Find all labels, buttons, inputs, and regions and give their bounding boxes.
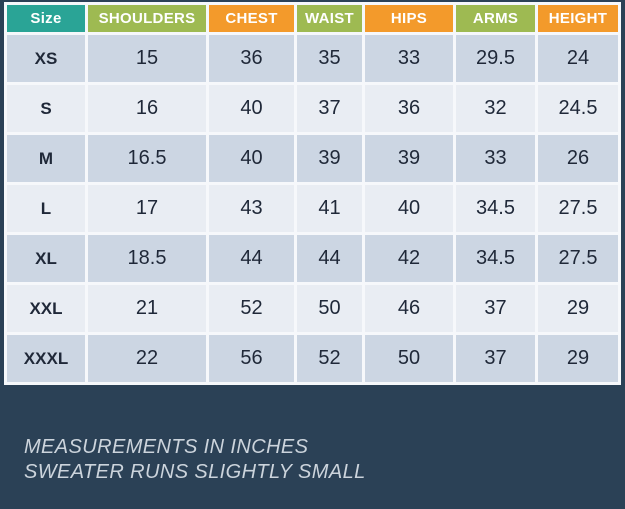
table-row-xs: XS 15 36 35 33 29.5 24 (7, 35, 618, 82)
table-row-m: M 16.5 40 39 39 33 26 (7, 135, 618, 182)
value-cell: 37 (297, 85, 362, 132)
value-cell: 35 (297, 35, 362, 82)
value-cell: 17 (88, 185, 206, 232)
value-cell: 29.5 (456, 35, 535, 82)
size-cell: XL (7, 235, 85, 282)
value-cell: 27.5 (538, 235, 618, 282)
table-row-s: S 16 40 37 36 32 24.5 (7, 85, 618, 132)
value-cell: 41 (297, 185, 362, 232)
value-cell: 24.5 (538, 85, 618, 132)
value-cell: 39 (365, 135, 453, 182)
header-size: Size (7, 5, 85, 32)
value-cell: 24 (538, 35, 618, 82)
value-cell: 50 (297, 285, 362, 332)
size-cell: L (7, 185, 85, 232)
value-cell: 32 (456, 85, 535, 132)
header-row: Size SHOULDERS CHEST WAIST HIPS ARMS HEI… (7, 5, 618, 32)
value-cell: 16.5 (88, 135, 206, 182)
value-cell: 52 (209, 285, 294, 332)
value-cell: 44 (209, 235, 294, 282)
header-waist: WAIST (297, 5, 362, 32)
table-row-xl: XL 18.5 44 44 42 34.5 27.5 (7, 235, 618, 282)
value-cell: 33 (456, 135, 535, 182)
value-cell: 21 (88, 285, 206, 332)
value-cell: 15 (88, 35, 206, 82)
value-cell: 27.5 (538, 185, 618, 232)
value-cell: 46 (365, 285, 453, 332)
value-cell: 37 (456, 285, 535, 332)
value-cell: 29 (538, 335, 618, 382)
value-cell: 36 (365, 85, 453, 132)
value-cell: 34.5 (456, 235, 535, 282)
value-cell: 16 (88, 85, 206, 132)
value-cell: 37 (456, 335, 535, 382)
value-cell: 22 (88, 335, 206, 382)
table-row-l: L 17 43 41 40 34.5 27.5 (7, 185, 618, 232)
header-height: HEIGHT (538, 5, 618, 32)
value-cell: 43 (209, 185, 294, 232)
header-shoulders: SHOULDERS (88, 5, 206, 32)
value-cell: 40 (209, 135, 294, 182)
footer-notes: MEASUREMENTS IN INCHES SWEATER RUNS SLIG… (24, 435, 625, 485)
value-cell: 39 (297, 135, 362, 182)
value-cell: 52 (297, 335, 362, 382)
value-cell: 29 (538, 285, 618, 332)
header-hips: HIPS (365, 5, 453, 32)
size-table: Size SHOULDERS CHEST WAIST HIPS ARMS HEI… (4, 2, 621, 385)
value-cell: 34.5 (456, 185, 535, 232)
header-arms: ARMS (456, 5, 535, 32)
size-cell: S (7, 85, 85, 132)
value-cell: 50 (365, 335, 453, 382)
value-cell: 40 (365, 185, 453, 232)
header-chest: CHEST (209, 5, 294, 32)
value-cell: 18.5 (88, 235, 206, 282)
note-measurements: MEASUREMENTS IN INCHES (24, 436, 309, 458)
value-cell: 33 (365, 35, 453, 82)
size-cell: XS (7, 35, 85, 82)
note-runs-small: SWEATER RUNS SLIGHTLY SMALL (24, 461, 366, 483)
value-cell: 44 (297, 235, 362, 282)
table-row-xxxl: XXXL 22 56 52 50 37 29 (7, 335, 618, 382)
size-cell: M (7, 135, 85, 182)
value-cell: 40 (209, 85, 294, 132)
value-cell: 26 (538, 135, 618, 182)
size-cell: XXXL (7, 335, 85, 382)
value-cell: 36 (209, 35, 294, 82)
table-row-xxl: XXL 21 52 50 46 37 29 (7, 285, 618, 332)
value-cell: 42 (365, 235, 453, 282)
value-cell: 56 (209, 335, 294, 382)
size-cell: XXL (7, 285, 85, 332)
